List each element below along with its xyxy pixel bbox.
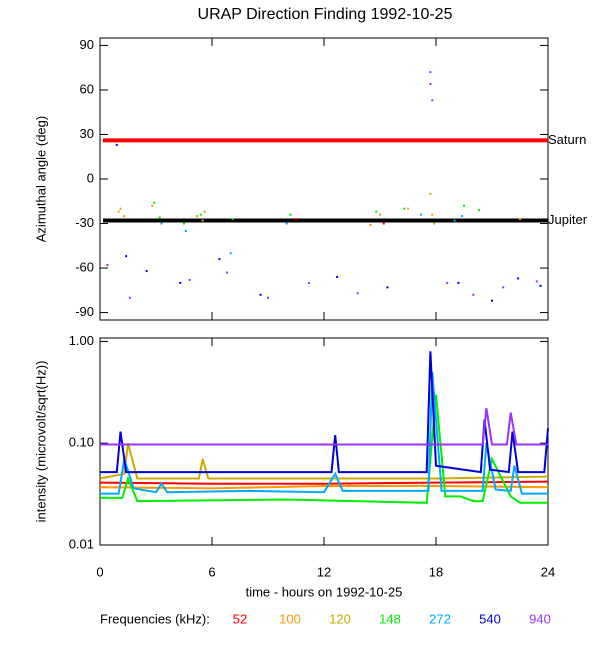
y-tick-label: -60: [75, 259, 94, 274]
y-tick-label: 0.10: [69, 435, 94, 450]
point: [179, 281, 182, 284]
x-tick-label: 0: [96, 564, 103, 579]
point: [420, 213, 423, 216]
point: [183, 222, 185, 225]
point: [461, 215, 464, 218]
reference-label: Saturn: [548, 132, 586, 147]
point: [463, 204, 465, 207]
legend-entry: 148: [379, 611, 401, 626]
series-line: [100, 394, 548, 504]
point: [225, 271, 228, 274]
point: [519, 218, 521, 221]
series-line: [99, 485, 549, 490]
point: [336, 275, 339, 278]
series-line: [100, 408, 548, 446]
point: [145, 270, 148, 273]
point: [199, 213, 202, 216]
point: [119, 207, 122, 210]
point: [386, 286, 389, 289]
series-line: [100, 351, 549, 474]
point: [158, 216, 161, 219]
point: [285, 222, 288, 225]
point: [502, 286, 505, 289]
point: [160, 222, 163, 225]
point: [453, 219, 456, 222]
point: [375, 210, 378, 213]
point: [407, 207, 409, 210]
point: [457, 281, 460, 284]
y-axis-label: intensity (microvolt/sqrt(Hz)): [33, 361, 48, 523]
point: [477, 209, 480, 212]
point: [369, 224, 372, 227]
series-line: [99, 480, 549, 485]
point: [196, 215, 199, 218]
point: [379, 213, 381, 216]
point: [289, 213, 292, 216]
point: [117, 210, 120, 213]
point: [308, 281, 311, 284]
point: [431, 99, 434, 102]
plot-frame: [99, 337, 549, 546]
point: [188, 278, 191, 281]
point: [382, 222, 385, 225]
point: [106, 264, 109, 267]
point: [115, 143, 118, 146]
point: [295, 218, 297, 221]
legend-title: Frequencies (kHz):: [100, 611, 210, 626]
legend-entry: 100: [279, 611, 301, 626]
y-tick-label: -30: [75, 215, 94, 230]
point: [446, 281, 449, 284]
point: [429, 71, 432, 74]
y-tick-label: 1.00: [69, 333, 94, 348]
point: [517, 277, 520, 280]
y-axis-label: Azimuthal angle (deg): [33, 116, 48, 242]
point: [153, 201, 156, 204]
legend-entry: 120: [329, 611, 351, 626]
point: [259, 293, 262, 296]
point: [472, 293, 475, 296]
legend-entry: 52: [233, 611, 247, 626]
point: [403, 207, 406, 210]
y-tick-label: 30: [80, 126, 94, 141]
chart-title: URAP Direction Finding 1992-10-25: [198, 6, 453, 23]
point: [429, 83, 432, 86]
point: [184, 229, 187, 232]
legend-entry: 272: [429, 611, 451, 626]
x-axis-label: time - hours on 1992-10-25: [246, 584, 403, 599]
point: [151, 204, 154, 207]
point: [539, 284, 542, 287]
y-tick-label: 60: [80, 81, 94, 96]
y-tick-label: 90: [80, 37, 94, 52]
point: [123, 215, 126, 218]
point: [231, 218, 234, 221]
x-tick-label: 24: [541, 564, 555, 579]
reference-label: Jupiter: [548, 212, 588, 227]
x-tick-label: 12: [317, 564, 331, 579]
point: [491, 299, 493, 302]
point: [267, 296, 269, 299]
x-tick-label: 18: [429, 564, 443, 579]
point: [128, 296, 131, 299]
point: [229, 252, 232, 255]
point: [203, 210, 206, 213]
point: [356, 292, 359, 295]
plot-frame: [99, 37, 549, 321]
y-tick-label: -90: [75, 304, 94, 319]
point: [431, 213, 434, 216]
x-tick-label: 6: [208, 564, 215, 579]
point: [429, 192, 432, 195]
series-line: [99, 442, 549, 480]
series-line: [100, 371, 548, 495]
legend-entry: 540: [479, 611, 501, 626]
legend-entry: 940: [529, 611, 551, 626]
point: [218, 258, 221, 261]
point: [125, 255, 128, 258]
y-tick-label: 0.01: [69, 536, 94, 551]
y-tick-label: 0: [87, 170, 94, 185]
point: [433, 222, 436, 225]
point: [201, 219, 204, 222]
point: [535, 280, 538, 283]
